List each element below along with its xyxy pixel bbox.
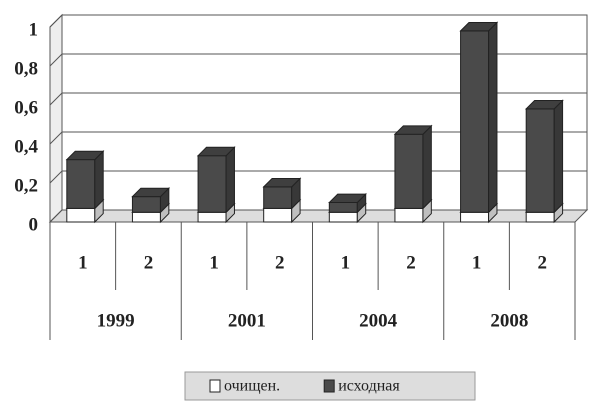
bar-top — [524, 100, 564, 110]
bar-front — [197, 211, 227, 223]
x-tick-label: 1 — [209, 252, 219, 273]
bar-top — [262, 178, 302, 188]
y-tick-label: 0,4 — [14, 136, 38, 157]
bar-front — [131, 196, 161, 213]
group-label: 2004 — [359, 310, 398, 331]
group-label: 2008 — [490, 310, 528, 331]
y-tick-label: 1 — [29, 19, 39, 40]
y-tick-label: 0 — [29, 214, 39, 235]
legend-label: исходная — [338, 378, 400, 395]
bar-top — [131, 187, 171, 198]
bar-side — [553, 99, 564, 214]
bar-front — [197, 155, 227, 213]
bar-side — [225, 146, 235, 214]
bar-front — [525, 108, 555, 213]
grid-line-side — [49, 53, 63, 67]
grid-line-side — [49, 92, 63, 106]
y-tick-label: 0,8 — [14, 58, 38, 79]
y-tick-label: 0,6 — [14, 97, 38, 118]
bar-front — [394, 133, 424, 209]
group-label: 1999 — [97, 310, 135, 331]
bar-top — [65, 150, 105, 161]
bar-front — [328, 202, 358, 213]
x-tick-label: 2 — [275, 252, 285, 273]
legend-swatch — [323, 379, 335, 393]
grid-line-side — [49, 14, 63, 28]
legend-label: очищен. — [224, 378, 280, 395]
group-label: 2001 — [228, 310, 266, 331]
x-tick-label: 2 — [537, 252, 547, 273]
bar-top — [196, 146, 236, 157]
back-wall — [61, 14, 588, 211]
x-tick-label: 1 — [78, 252, 88, 273]
bar-front — [131, 211, 161, 223]
bar-front — [263, 186, 293, 209]
side-wall — [49, 13, 63, 224]
bar-top — [393, 125, 433, 135]
bar-front — [460, 30, 490, 213]
floor — [48, 209, 589, 223]
bar-top — [459, 22, 499, 32]
bar-front — [460, 211, 490, 223]
x-tick-label: 2 — [144, 252, 154, 273]
grid-line-side — [49, 131, 63, 145]
x-tick-label: 1 — [472, 252, 482, 273]
y-tick-label: 0,2 — [14, 175, 38, 196]
legend-swatch — [209, 379, 221, 393]
grid-line-side — [49, 170, 63, 184]
bar-side — [488, 21, 498, 214]
x-tick-label: 2 — [406, 252, 416, 273]
bar-side — [422, 124, 432, 210]
bar-side — [94, 149, 104, 210]
bar-front — [525, 211, 555, 223]
grid-line-side — [49, 209, 63, 223]
bar-top — [328, 193, 367, 203]
bar-front — [263, 207, 293, 223]
bar-front — [328, 211, 358, 223]
bar-front — [66, 159, 96, 209]
bar-front — [394, 207, 424, 223]
x-tick-label: 1 — [341, 252, 351, 273]
bar-front — [66, 207, 96, 223]
